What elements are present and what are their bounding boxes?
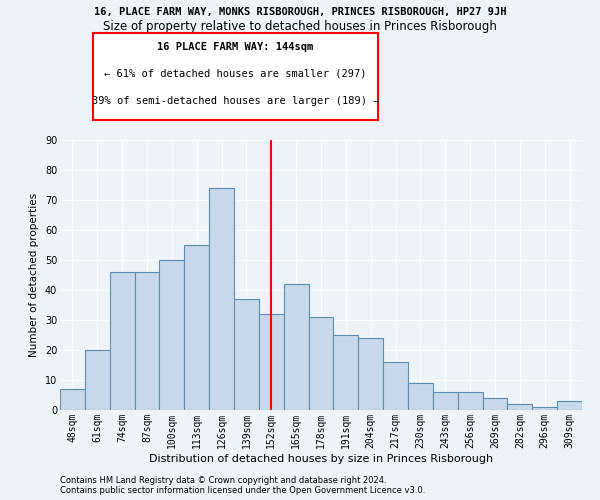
Text: 39% of semi-detached houses are larger (189) →: 39% of semi-detached houses are larger (…	[92, 96, 379, 106]
Bar	[482, 398, 508, 410]
X-axis label: Distribution of detached houses by size in Princes Risborough: Distribution of detached houses by size …	[149, 454, 493, 464]
Bar	[557, 401, 582, 410]
Bar	[408, 383, 433, 410]
Text: Contains public sector information licensed under the Open Government Licence v3: Contains public sector information licen…	[60, 486, 425, 495]
Bar	[209, 188, 234, 410]
Bar	[308, 317, 334, 410]
Bar	[184, 245, 209, 410]
Bar	[234, 299, 259, 410]
Text: Size of property relative to detached houses in Princes Risborough: Size of property relative to detached ho…	[103, 20, 497, 33]
Bar	[358, 338, 383, 410]
Bar	[334, 335, 358, 410]
Bar	[508, 404, 532, 410]
Bar	[60, 389, 85, 410]
Bar	[134, 272, 160, 410]
Text: ← 61% of detached houses are smaller (297): ← 61% of detached houses are smaller (29…	[104, 69, 367, 79]
Bar	[284, 284, 308, 410]
Text: 16 PLACE FARM WAY: 144sqm: 16 PLACE FARM WAY: 144sqm	[157, 42, 314, 51]
Bar	[383, 362, 408, 410]
Bar	[458, 392, 482, 410]
Bar	[85, 350, 110, 410]
Text: Contains HM Land Registry data © Crown copyright and database right 2024.: Contains HM Land Registry data © Crown c…	[60, 476, 386, 485]
Y-axis label: Number of detached properties: Number of detached properties	[29, 193, 39, 357]
Bar	[259, 314, 284, 410]
Text: 16, PLACE FARM WAY, MONKS RISBOROUGH, PRINCES RISBOROUGH, HP27 9JH: 16, PLACE FARM WAY, MONKS RISBOROUGH, PR…	[94, 8, 506, 18]
Bar	[433, 392, 458, 410]
Bar	[532, 407, 557, 410]
Bar	[110, 272, 134, 410]
Bar	[160, 260, 184, 410]
